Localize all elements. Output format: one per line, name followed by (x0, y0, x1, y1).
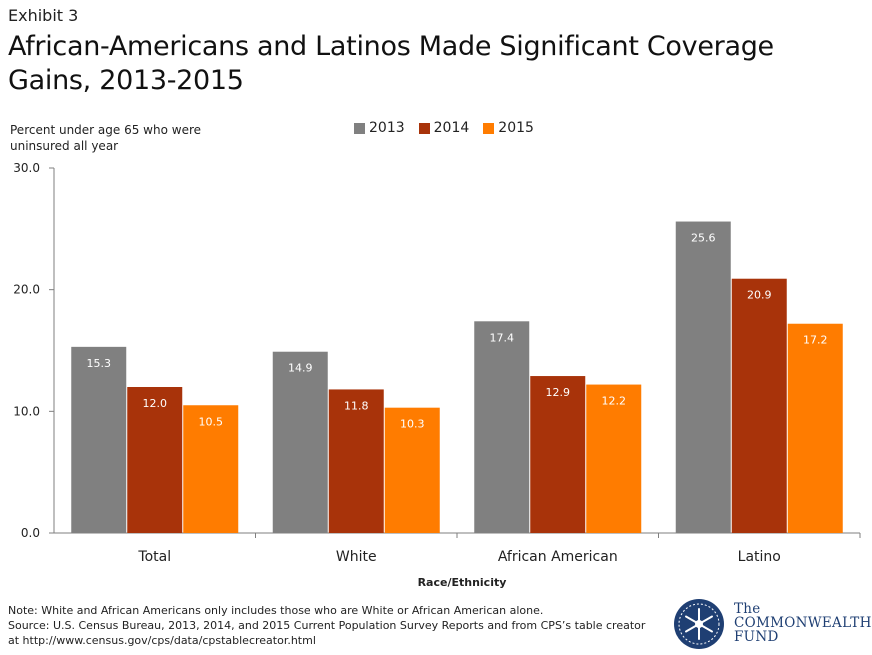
data-label: 17.2 (803, 334, 828, 347)
legend-item-2013: 2013 (354, 120, 405, 136)
y-tick-label: 10.0 (13, 404, 40, 418)
bar-chart: 0.0 10.0 20.0 30.0 Total 15.3 12.0 10.5 White 14.… (13, 161, 861, 589)
data-label: 11.8 (344, 399, 369, 412)
legend-label-2014: 2014 (433, 120, 470, 136)
data-label: 25.6 (691, 232, 716, 245)
footnote-line-2: Source: U.S. Census Bureau, 2013, 2014, … (8, 619, 646, 632)
chart-title: African-Americans and Latinos Made Signi… (8, 31, 774, 96)
footnote-line-3: at http://www.census.gov/cps/data/cpstab… (8, 634, 316, 647)
legend-swatch-2014 (418, 122, 430, 134)
bar-2015 (787, 323, 843, 533)
bar-2014 (530, 376, 586, 533)
legend-label-2013: 2013 (369, 120, 405, 136)
bar-2013 (474, 321, 530, 533)
x-tick-label: White (336, 549, 377, 565)
commonwealth-fund-logo: The COMMONWEALTH FUND (672, 597, 871, 651)
data-label: 14.9 (288, 362, 313, 375)
legend-item-2014: 2014 (418, 120, 470, 136)
logo-text-the: The (734, 601, 761, 617)
bar-2015 (384, 407, 440, 533)
legend-label-2015: 2015 (498, 120, 534, 136)
y-tick-label: 20.0 (13, 283, 40, 297)
bar-2013 (71, 346, 127, 533)
legend-swatch-2013 (354, 122, 365, 134)
footnote-line-1: Note: White and African Americans only i… (8, 604, 544, 617)
bar-2014 (127, 387, 183, 533)
footnote: Note: White and African Americans only i… (8, 603, 648, 648)
legend: 2013 2014 2015 (354, 120, 534, 136)
x-axis-title: Race/Ethnicity (418, 576, 507, 589)
data-label: 17.4 (490, 331, 515, 344)
bar-2015 (586, 384, 642, 533)
exhibit-label: Exhibit 3 (8, 6, 79, 25)
x-tick-label: Latino (738, 549, 781, 565)
y-tick-label: 0.0 (21, 526, 40, 540)
data-label: 15.3 (87, 357, 112, 370)
data-label: 12.9 (546, 386, 571, 399)
data-label: 20.9 (747, 289, 772, 302)
legend-swatch-2015 (483, 122, 495, 134)
snowflake-seal-icon (674, 599, 724, 649)
bar-2013 (272, 351, 328, 533)
bar-2014 (731, 278, 787, 533)
legend-item-2015: 2015 (483, 120, 534, 136)
bar-2014 (328, 389, 384, 533)
x-tick-label: African American (498, 549, 618, 565)
data-label: 10.5 (199, 415, 224, 428)
data-label: 12.2 (602, 395, 627, 408)
data-label: 12.0 (143, 397, 168, 410)
logo-text-commonwealth: COMMONWEALTH (734, 615, 872, 631)
bar-2015 (183, 405, 239, 533)
x-tick-label: Total (137, 549, 171, 565)
bar-2013 (675, 221, 731, 534)
logo-text-fund: FUND (734, 629, 779, 645)
data-label: 10.3 (400, 418, 425, 431)
y-axis-label: Percent under age 65 who were uninsured … (10, 123, 202, 153)
y-tick-label: 30.0 (13, 161, 40, 175)
